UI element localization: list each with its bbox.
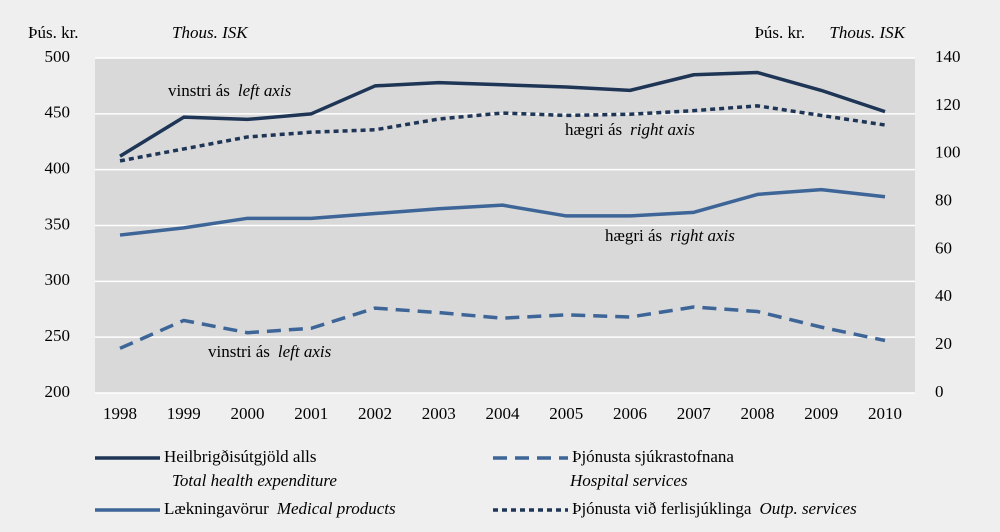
- y-unit-en: Thous. ISK: [172, 23, 249, 42]
- legend-label: Þjónusta við ferlisjúklinga: [572, 499, 752, 518]
- y-unit: Þús. kr.: [28, 23, 79, 42]
- y2-tick-label: 100: [935, 143, 961, 162]
- series-line: [119, 305, 886, 350]
- annotation: vinstri ás: [208, 342, 270, 361]
- y2-tick-label: 140: [935, 47, 961, 66]
- y-tick-label: 450: [45, 103, 71, 122]
- x-tick-label: 2002: [358, 404, 392, 423]
- x-tick-label: 1999: [167, 404, 201, 423]
- y2-tick-label: 60: [935, 238, 952, 257]
- annotation: hægri ás: [565, 120, 622, 139]
- y-tick-label: 300: [45, 270, 71, 289]
- x-tick-label: 2004: [486, 404, 521, 423]
- series-line: [119, 70, 886, 158]
- y-tick-label: 500: [45, 47, 71, 66]
- x-tick-label: 2008: [741, 404, 775, 423]
- series-line: [119, 104, 886, 163]
- y-tick-label: 200: [45, 382, 71, 401]
- legend-label: Lækningavörur: [164, 499, 269, 518]
- legend-label: Heilbrigðisútgjöld alls: [164, 447, 317, 466]
- x-tick-label: 1998: [103, 404, 137, 423]
- legend-label-en: Outp. services: [759, 499, 857, 518]
- legend-label-en: Medical products: [276, 499, 396, 518]
- legend-label: Þjónusta sjúkrastofnana: [572, 447, 734, 466]
- x-tick-label: 2003: [422, 404, 456, 423]
- series-line: [119, 187, 886, 237]
- legend-label-en: Total health expenditure: [172, 471, 337, 490]
- y-tick-label: 350: [45, 214, 71, 233]
- y-tick-label: 250: [45, 326, 71, 345]
- annotation: vinstri ás: [168, 81, 230, 100]
- annotation: hægri ás: [605, 226, 662, 245]
- y2-tick-label: 80: [935, 190, 952, 209]
- annotation-en: right axis: [670, 226, 735, 245]
- y2-unit: Þús. kr.: [754, 23, 805, 42]
- y-tick-label: 400: [45, 159, 71, 178]
- y2-tick-label: 40: [935, 286, 952, 305]
- x-tick-label: 2005: [549, 404, 583, 423]
- x-tick-label: 2000: [231, 404, 265, 423]
- x-tick-label: 2001: [294, 404, 328, 423]
- y2-unit-en: Thous. ISK: [829, 23, 906, 42]
- x-tick-label: 2009: [804, 404, 838, 423]
- legend-label-en: Hospital services: [569, 471, 688, 490]
- annotation-en: left axis: [238, 81, 292, 100]
- x-tick-label: 2006: [613, 404, 647, 423]
- annotation-en: left axis: [278, 342, 332, 361]
- x-tick-label: 2007: [677, 404, 712, 423]
- y2-tick-label: 20: [935, 334, 952, 353]
- y2-tick-label: 120: [935, 95, 961, 114]
- x-tick-label: 2010: [868, 404, 902, 423]
- y2-tick-label: 0: [935, 382, 944, 401]
- annotation-en: right axis: [630, 120, 695, 139]
